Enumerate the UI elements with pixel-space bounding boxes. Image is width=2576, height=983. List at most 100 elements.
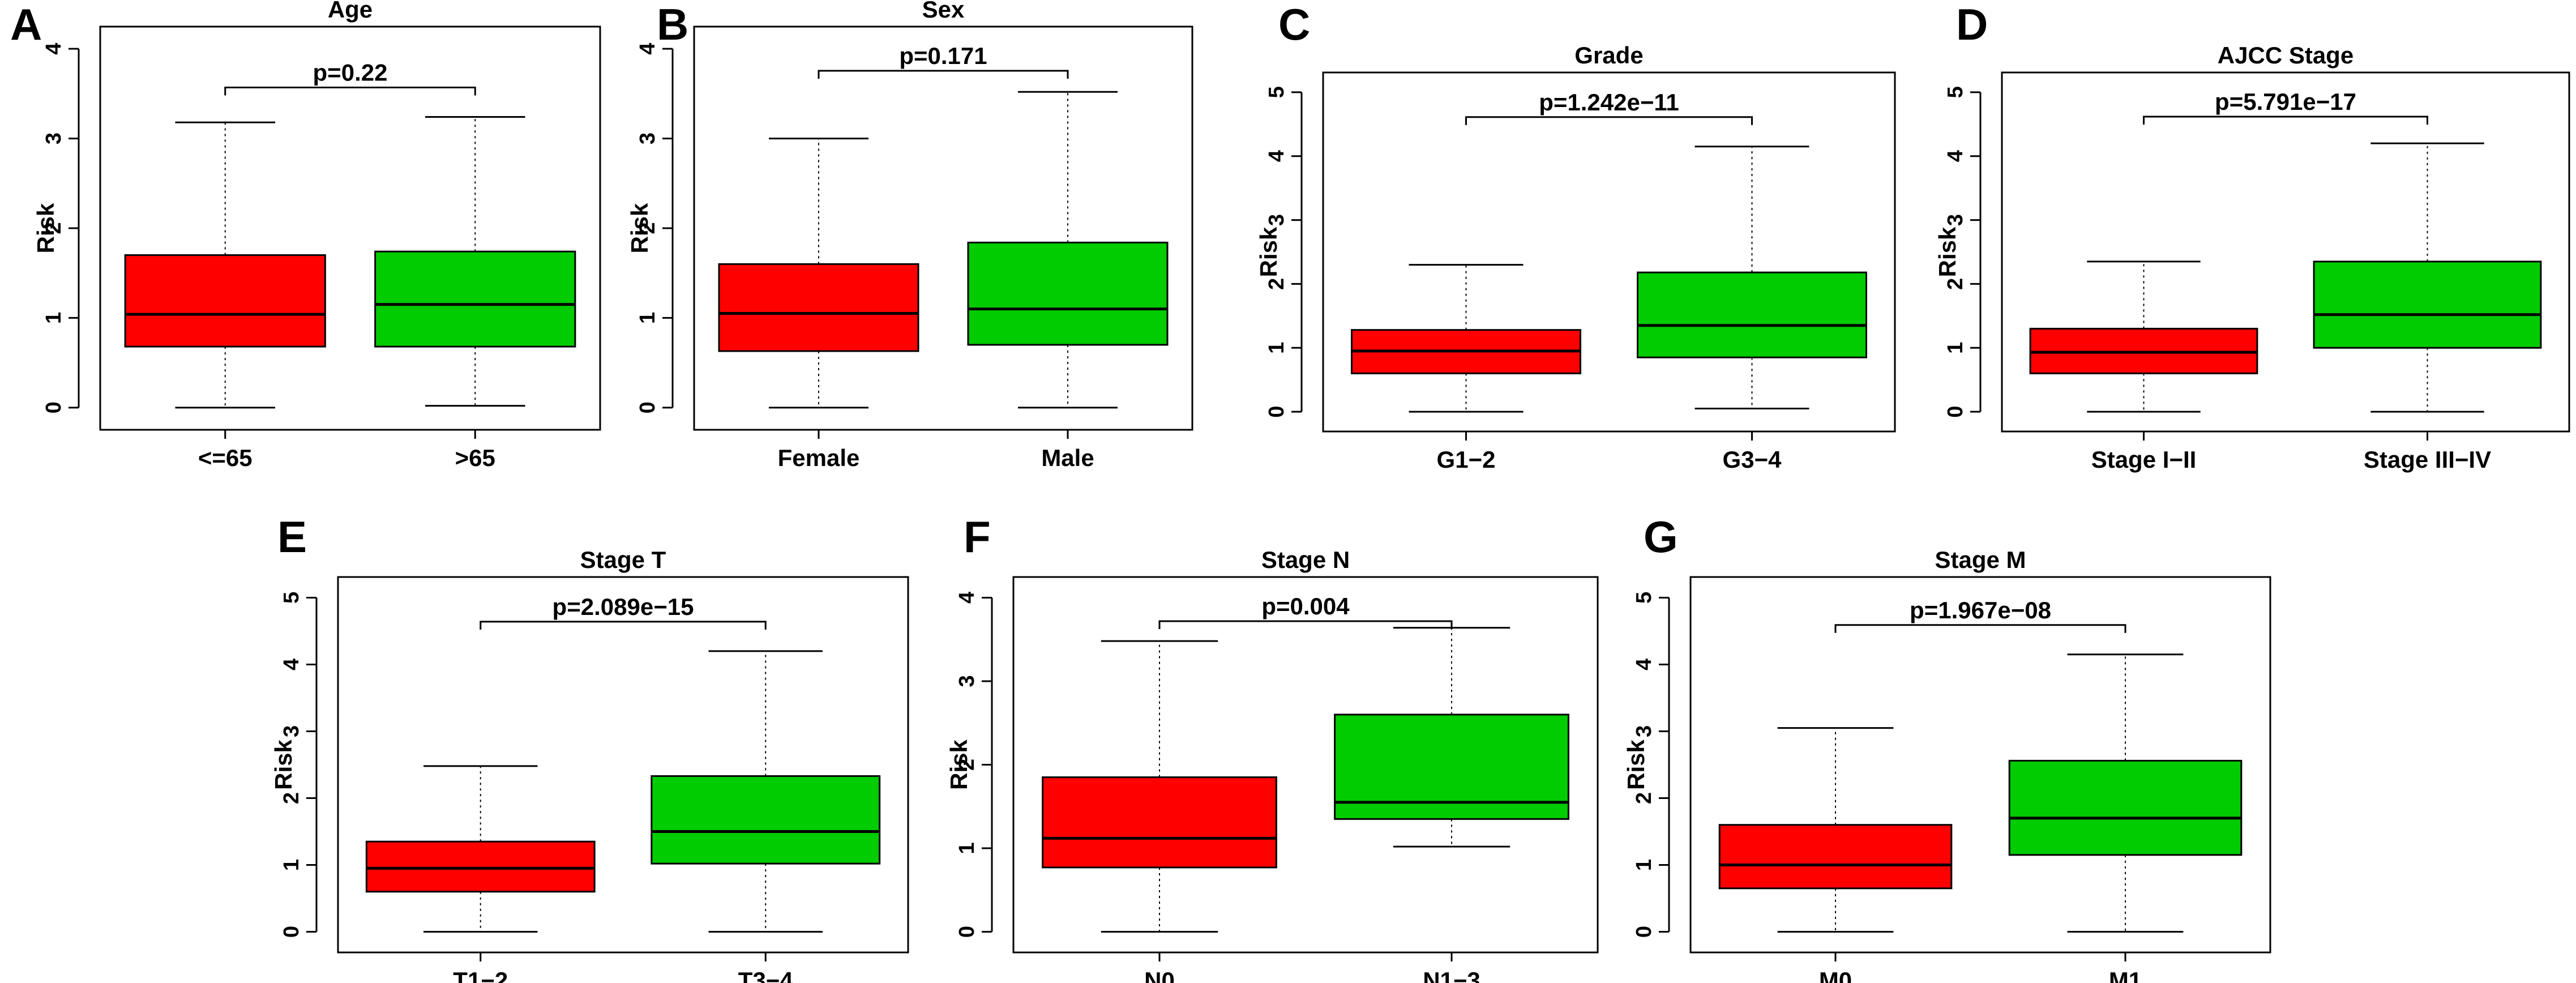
y-tick-label: 2 — [636, 222, 660, 234]
y-tick-label: 0 — [1632, 926, 1656, 938]
y-tick-label: 1 — [636, 312, 660, 324]
plot-border — [2001, 71, 2570, 433]
panel-g: G Stage M Risk 0 1 2 3 4 5 M0 M1 p=1.967e−08 — [1623, 512, 2271, 983]
iqr-box — [967, 241, 1169, 346]
box-group-2: M1 — [2008, 653, 2243, 983]
y-tick-label: 4 — [280, 659, 303, 670]
panel-letter: A — [10, 0, 42, 49]
y-tick-label: 3 — [1265, 214, 1289, 226]
p-value-label: p=2.089e−15 — [553, 593, 694, 620]
y-tick-label: 1 — [42, 312, 66, 324]
y-tick-label: 1 — [1265, 342, 1289, 354]
y-tick-label: 0 — [636, 401, 660, 413]
significance-bracket: p=0.171 — [818, 42, 1069, 79]
panel-letter: E — [277, 512, 307, 562]
y-tick-label: 5 — [280, 592, 303, 604]
y-tick-label: 5 — [1265, 86, 1289, 98]
box-group-2: Male — [967, 91, 1169, 471]
y-axis-label: Risk — [32, 203, 59, 253]
plot-border — [99, 25, 601, 431]
panel-letter: C — [1278, 0, 1310, 49]
bracket-line — [224, 87, 476, 96]
y-tick-label: 2 — [42, 222, 66, 234]
panel-letter: B — [657, 0, 688, 49]
y-tick-label: 5 — [1944, 86, 1967, 98]
iqr-box — [374, 250, 576, 348]
box-group-1: <=65 — [124, 121, 326, 471]
p-value-label: p=0.22 — [313, 59, 388, 86]
significance-bracket: p=5.791e−17 — [2143, 88, 2428, 125]
y-tick-label: 0 — [955, 926, 979, 938]
box-group-1: M0 — [1718, 727, 1953, 983]
y-tick-label: 2 — [1632, 792, 1656, 804]
panel-a: A Age Risk 0 1 2 3 4 <=65 >65 p=0.22 — [10, 0, 601, 471]
iqr-box — [718, 263, 919, 352]
chart-title: Stage T — [580, 546, 666, 573]
y-tick-label: 4 — [1944, 150, 1967, 162]
y-tick-label: 0 — [1944, 406, 1967, 418]
y-tick-label: 4 — [42, 43, 66, 55]
y-tick-label: 4 — [955, 592, 979, 604]
y-tick-label: 3 — [280, 725, 303, 737]
significance-bracket: p=0.22 — [224, 59, 476, 96]
bracket-line — [818, 70, 1069, 79]
y-tick-label: 1 — [1944, 342, 1967, 354]
x-category-label: Stage I−II — [2091, 446, 2197, 473]
iqr-box — [1042, 776, 1277, 869]
y-tick-label: 3 — [636, 133, 660, 144]
chart-title: Age — [328, 0, 373, 23]
significance-bracket: p=0.004 — [1158, 593, 1453, 629]
panel-letter: D — [1956, 0, 1988, 49]
y-axis-label: Risk — [1255, 226, 1282, 277]
y-tick-label: 0 — [1265, 406, 1289, 418]
x-category-label: Male — [1041, 445, 1094, 471]
box-group-1: Stage I−II — [2029, 260, 2258, 473]
panel-e: E Stage T Risk 0 1 2 3 4 5 T1−2 T3−4 p=2.089e−15 — [270, 512, 909, 983]
y-axis-label: Risk — [1623, 740, 1649, 790]
box-group-2: Stage III−IV — [2313, 142, 2542, 473]
plot-border — [1322, 71, 1896, 433]
box-group-1: G1−2 — [1351, 264, 1581, 473]
y-tick-label: 1 — [955, 842, 979, 854]
plot-border — [693, 25, 1193, 431]
x-category-label: Stage III−IV — [2364, 446, 2491, 473]
p-value-label: p=0.171 — [899, 42, 987, 69]
panel-b: B Sex Risk 0 1 2 3 4 Female Male p=0.171 — [626, 0, 1193, 471]
chart-title: Grade — [1574, 42, 1643, 69]
bracket-line — [1834, 624, 2126, 633]
chart-title: Sex — [922, 0, 965, 23]
y-tick-label: 1 — [1632, 859, 1656, 871]
y-tick-label: 3 — [42, 133, 66, 144]
x-category-label: M1 — [2109, 967, 2142, 983]
panel-letter: G — [1644, 512, 1678, 562]
bracket-line — [2143, 116, 2428, 125]
bracket-line — [1465, 116, 1753, 125]
y-axis-label: Risk — [1934, 226, 1961, 277]
x-category-label: M0 — [1819, 967, 1852, 983]
y-tick-label: 2 — [1944, 278, 1967, 290]
y-axis-label: Risk — [626, 203, 653, 253]
significance-bracket: p=1.242e−11 — [1465, 89, 1753, 125]
box-group-1: T1−2 — [365, 765, 596, 983]
iqr-box — [1718, 824, 1953, 890]
box-group-1: Female — [718, 138, 919, 471]
x-category-label: T1−2 — [453, 967, 508, 983]
y-axis-label: Risk — [270, 740, 297, 790]
significance-bracket: p=1.967e−08 — [1834, 597, 2126, 633]
box-group-1: N0 — [1042, 640, 1277, 983]
significance-bracket: p=2.089e−15 — [480, 593, 767, 630]
iqr-box — [1637, 271, 1867, 358]
x-category-label: N0 — [1144, 967, 1175, 983]
y-tick-label: 4 — [1265, 150, 1289, 162]
box-group-2: G3−4 — [1637, 146, 1867, 473]
plot-border — [1012, 576, 1599, 954]
box-group-2: N1−3 — [1334, 627, 1569, 983]
plot-border — [1689, 576, 2271, 954]
panel-letter: F — [964, 512, 991, 562]
y-axis-label: Risk — [945, 740, 972, 790]
x-category-label: >65 — [455, 445, 495, 471]
y-tick-label: 2 — [280, 792, 303, 804]
iqr-box — [2008, 759, 2243, 856]
y-tick-label: 2 — [1265, 278, 1289, 290]
x-category-label: T3−4 — [738, 967, 794, 983]
